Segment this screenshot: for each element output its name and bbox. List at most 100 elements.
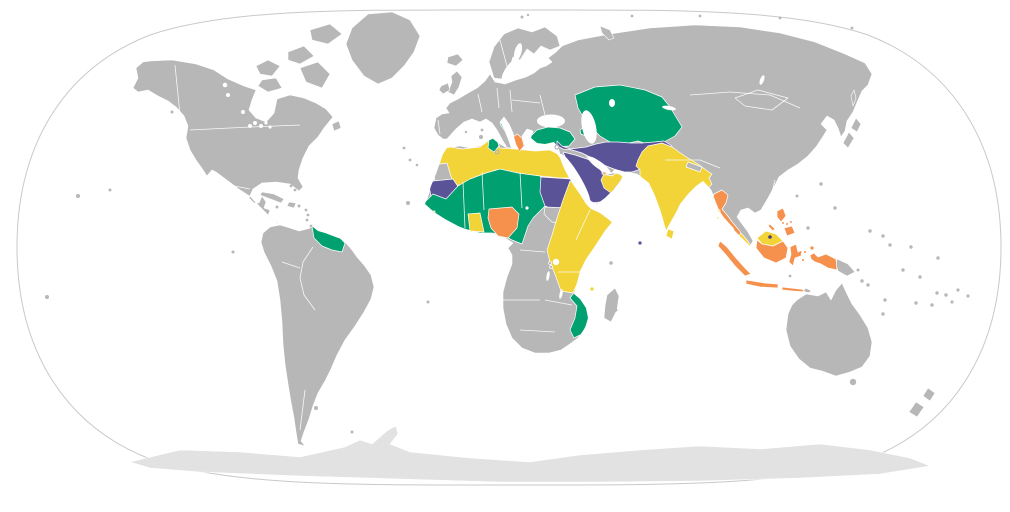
border-south-africa — [519, 329, 556, 333]
island-dot-kiribati — [909, 245, 913, 249]
border-ethiopia-somalia — [575, 209, 591, 241]
island-dot-cape-verde — [406, 201, 410, 205]
island-dot-polynesia — [966, 294, 970, 298]
gray-dots — [45, 13, 970, 434]
lake-ladoga — [543, 60, 547, 64]
island-dot-jamaica — [275, 205, 279, 209]
island-dot — [108, 188, 112, 192]
hudson-bay — [254, 98, 270, 118]
border-vietnam-laos — [761, 179, 776, 209]
region-moluccas-2 — [801, 258, 805, 262]
island-madagascar — [603, 287, 620, 323]
region-sri-lanka — [665, 228, 675, 240]
island-dot-arctic — [698, 14, 702, 18]
island-dot-seychelles — [609, 261, 613, 265]
border-mongolia — [734, 89, 789, 111]
ring-malta — [494, 149, 500, 155]
island-hainan — [794, 193, 800, 199]
island-dot-arctic — [850, 26, 854, 30]
lake-huron — [259, 124, 263, 128]
island-new-zealand-south — [908, 401, 925, 418]
island-dot-st-helena — [426, 300, 430, 304]
lake-chad — [525, 206, 529, 210]
great-bear-lake — [222, 82, 228, 88]
region-java — [745, 279, 779, 289]
border-congo-area — [519, 249, 546, 253]
region-nepal — [685, 161, 703, 173]
island-iceland — [446, 53, 464, 67]
lake-baikal — [759, 75, 765, 85]
border-europe-2 — [496, 87, 500, 109]
border-russia-china — [689, 91, 801, 109]
island-hispaniola — [286, 201, 297, 209]
antarctica — [129, 425, 931, 483]
island-dot-vanuatu — [883, 298, 887, 302]
island-dot-madeira — [408, 158, 412, 162]
island-dot-solomon — [866, 283, 870, 287]
lake-malawi — [559, 289, 563, 299]
border-iberia — [437, 119, 441, 135]
region-maldives — [637, 240, 643, 246]
border-argentina-chile — [299, 389, 306, 431]
border-europe-1 — [477, 93, 483, 113]
border-china-himalaya — [665, 159, 721, 169]
island-dot-antilles — [305, 218, 309, 222]
gulf-of-bothnia — [513, 43, 523, 61]
island-dot-fiji — [930, 303, 934, 307]
region-luzon — [776, 207, 787, 223]
island-novaya-zemlya — [599, 25, 615, 41]
lake-erie — [264, 121, 268, 125]
island-dot-svalbard — [520, 15, 524, 19]
island-dot-tuvalu — [901, 268, 905, 272]
island-dot-marshall — [868, 229, 872, 233]
lake-tanganyika — [546, 271, 550, 281]
island-dot — [231, 250, 235, 254]
island-japan-north — [850, 117, 862, 133]
island-dot-azores — [402, 146, 406, 150]
antarctica-landmass — [129, 425, 931, 483]
island-dot-arctic — [630, 14, 634, 18]
island-dot — [45, 295, 49, 299]
region-halmahera — [809, 245, 815, 251]
region-sulawesi — [788, 243, 803, 267]
island-dot-reunion — [610, 313, 614, 317]
lake-winnipeg — [241, 110, 245, 114]
island-dot-fiji — [935, 291, 939, 295]
island-dot-bahamas — [289, 184, 293, 188]
region-sumatra — [717, 240, 752, 277]
island-new-zealand-north — [922, 387, 936, 402]
region-north-america — [132, 59, 334, 227]
island-dot-guam — [833, 206, 837, 210]
caspian-sea — [581, 110, 597, 144]
island-dot-polynesia — [956, 288, 960, 292]
border-brazil-west — [299, 246, 316, 311]
region-brunei — [768, 235, 772, 239]
region-comoros — [589, 286, 595, 292]
country-borders — [174, 39, 801, 431]
border-peru-brazil — [281, 261, 301, 269]
region-mindanao — [783, 225, 796, 237]
lake-victoria — [552, 258, 560, 266]
island-dot-canary — [415, 163, 419, 167]
island-dot-bahamas — [293, 188, 297, 192]
border-europe-4 — [511, 99, 541, 104]
island-taiwan — [818, 181, 824, 187]
arctic-island-victoria — [257, 77, 283, 93]
island-dot-andaman — [717, 209, 721, 213]
region-greenland — [345, 11, 421, 85]
island-dot-mauritius — [614, 308, 618, 312]
island-tasmania — [849, 378, 857, 386]
island-cuba — [259, 191, 285, 204]
island-dot-fiji — [914, 301, 918, 305]
region-nigeria — [487, 206, 520, 239]
island-dot-new-caledonia — [881, 312, 885, 316]
region-borneo-indonesia — [755, 239, 789, 264]
island-balearic — [464, 130, 468, 134]
border-west-africa-2 — [481, 171, 485, 211]
island-dot-solomon — [860, 279, 864, 283]
arctic-island-baffin — [299, 61, 331, 89]
island-dot-vanuatu — [918, 275, 922, 279]
region-rwanda — [548, 261, 552, 265]
